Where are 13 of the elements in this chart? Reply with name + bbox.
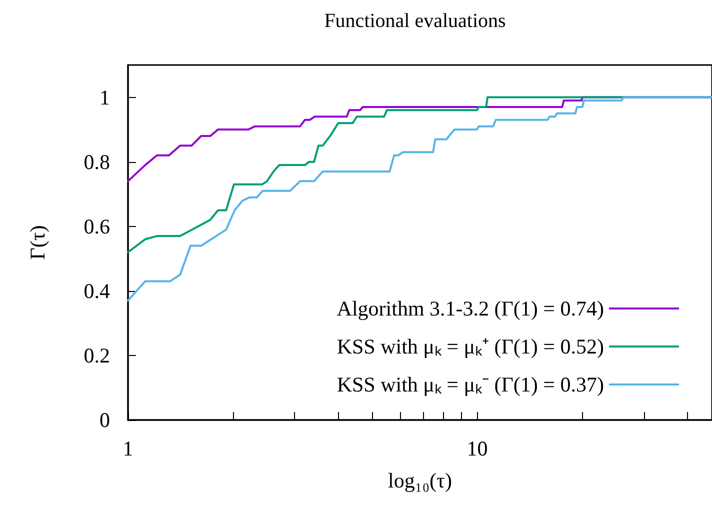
y-axis-title: Γ(τ) — [26, 225, 50, 260]
legend-label: KSS with μₖ = μₖ⁺ (Γ(1) = 0.52) — [336, 334, 604, 358]
y-tick-label: 0.8 — [84, 150, 110, 174]
x-tick-label: 10 — [466, 436, 488, 460]
y-tick-label: 0.2 — [84, 343, 110, 368]
y-tick-label: 1 — [100, 85, 110, 110]
y-tick-label: 0.6 — [84, 214, 110, 238]
chart-title: Functional evaluations — [324, 10, 506, 32]
y-tick-label: 0 — [100, 408, 110, 432]
legend-label: KSS with μₖ = μₖ⁻ (Γ(1) = 0.37) — [336, 372, 604, 396]
x-axis-title: log₁₀(τ) — [388, 468, 452, 492]
legend-label: Algorithm 3.1-3.2 (Γ(1) = 0.74) — [336, 296, 604, 320]
y-tick-label: 0.4 — [84, 278, 110, 303]
